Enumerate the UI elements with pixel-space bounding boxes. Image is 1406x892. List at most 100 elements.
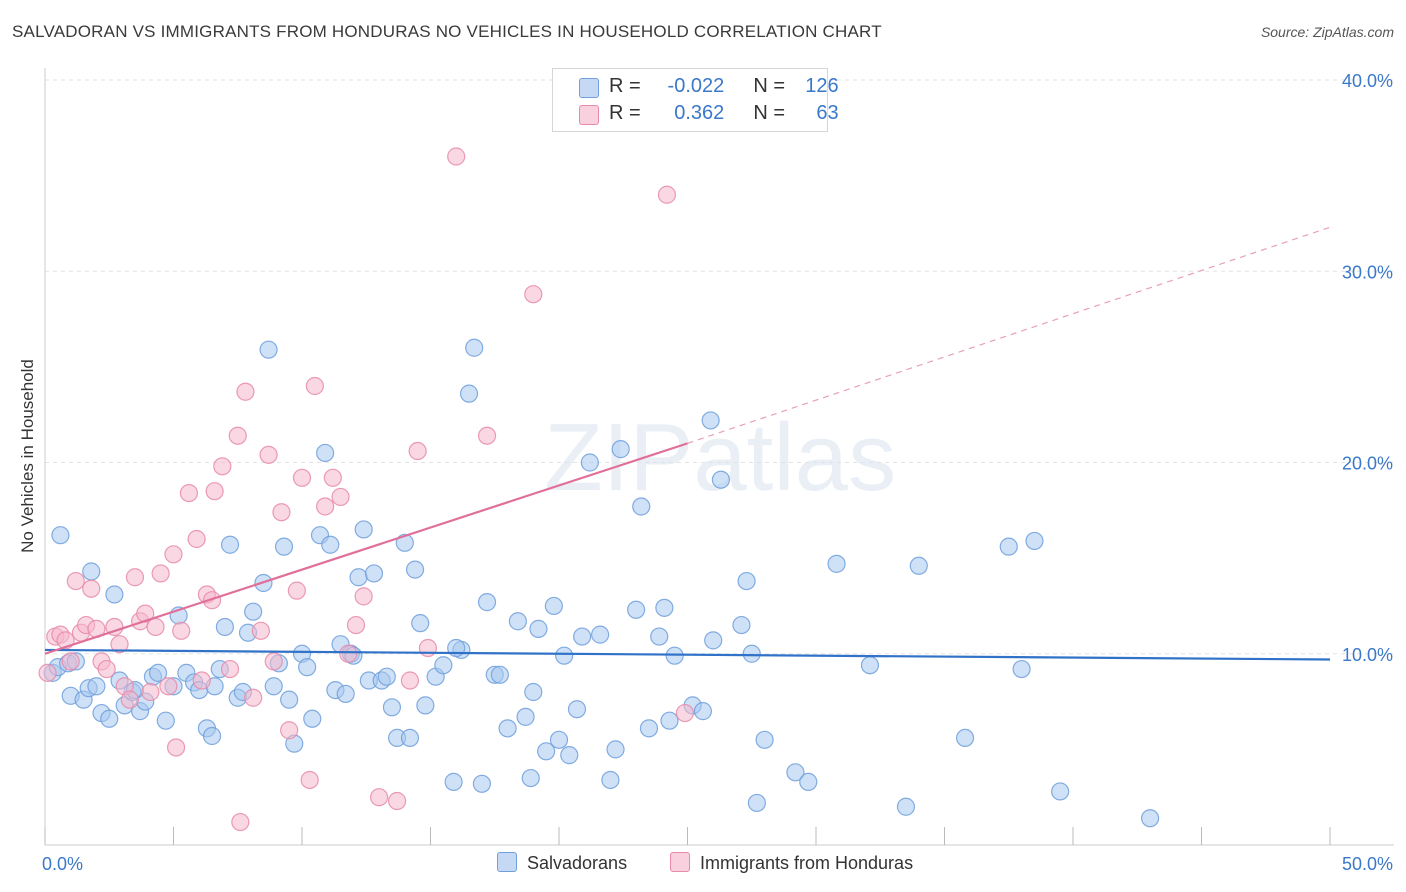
- salvadoran-point: [395, 533, 414, 552]
- r-value: 0.362: [674, 102, 725, 124]
- salvadoran-point: [711, 470, 731, 489]
- y-axis-label: No Vehicles in Household: [18, 359, 37, 553]
- salvadoran-point: [259, 340, 278, 359]
- salvadoran-point: [650, 627, 669, 646]
- honduras-point: [370, 788, 389, 807]
- honduras-point: [323, 468, 342, 487]
- legend-label-salvadorans: Salvadorans: [527, 853, 628, 873]
- salvadoran-point: [860, 656, 880, 675]
- salvadoran-point: [490, 665, 509, 684]
- x-tick-label: 0.0%: [42, 854, 83, 874]
- honduras-point: [264, 652, 283, 671]
- honduras-point: [524, 285, 543, 304]
- honduras-point: [251, 621, 270, 640]
- salvadoran-point: [87, 677, 106, 696]
- y-tick-label: 10.0%: [1342, 645, 1393, 665]
- honduras-point: [192, 671, 211, 690]
- salvadoran-point: [434, 656, 453, 675]
- salvadoran-point: [274, 537, 294, 556]
- honduras-point: [82, 579, 101, 598]
- salvadoran-point: [544, 596, 563, 616]
- trend-lines: [44, 226, 1331, 661]
- honduras-point: [354, 587, 373, 606]
- y-tick-label: 30.0%: [1342, 262, 1393, 282]
- salvadoran-point: [1051, 782, 1070, 801]
- salvadoran-point: [264, 677, 283, 696]
- axes: [44, 68, 1394, 846]
- salvadoran-point: [560, 746, 579, 765]
- salvadoran-point: [82, 562, 101, 581]
- honduras-point: [657, 185, 677, 204]
- honduras-point: [146, 617, 165, 637]
- legend-label-honduras: Immigrants from Honduras: [700, 853, 914, 873]
- salvadoran-point: [516, 707, 535, 726]
- honduras-point: [259, 445, 278, 464]
- salvadoran-point: [537, 742, 556, 761]
- honduras-point: [38, 663, 57, 682]
- salvadoran-point: [549, 730, 569, 749]
- salvadoran-point: [747, 793, 766, 813]
- salvadoran-point: [316, 443, 335, 463]
- honduras-point: [151, 564, 170, 583]
- salvadoran-point: [693, 702, 713, 721]
- data-points: [38, 147, 1160, 832]
- honduras-trend-extension: [687, 226, 1331, 444]
- honduras-point: [418, 638, 438, 658]
- salvadoran-point: [472, 774, 491, 793]
- grid-lines: [45, 79, 1394, 655]
- honduras-point: [339, 644, 358, 663]
- n-label: N =: [753, 102, 786, 124]
- honduras-point: [387, 791, 407, 811]
- x-tick-label: 50.0%: [1342, 854, 1393, 874]
- honduras-point: [408, 441, 427, 461]
- stats-legend: R = -0.022 N = 126 R = 0.362 N = 63: [552, 68, 839, 132]
- watermark: ZIPatlas: [544, 404, 896, 511]
- salvadoran-point: [100, 709, 119, 728]
- salvadoran-point: [999, 537, 1018, 556]
- honduras-point: [179, 484, 199, 503]
- salvadoran-trend-line: [44, 648, 1331, 661]
- salvadoran-point: [555, 646, 574, 665]
- salvadoran-point: [465, 338, 484, 357]
- legend-swatch-honduras: [670, 852, 690, 872]
- honduras-point: [244, 688, 263, 707]
- salvadoran-point: [567, 700, 587, 719]
- honduras-point: [187, 529, 206, 549]
- honduras-point: [346, 615, 366, 635]
- honduras-point: [141, 682, 160, 702]
- r-value: -0.022: [667, 75, 725, 97]
- chart-title: SALVADORAN VS IMMIGRANTS FROM HONDURAS N…: [12, 22, 882, 41]
- honduras-point: [316, 497, 335, 516]
- salvadoran-point: [732, 615, 751, 635]
- honduras-point: [220, 659, 240, 679]
- source-label: Source: ZipAtlas.com: [1260, 24, 1394, 40]
- salvadoran-point: [416, 696, 435, 715]
- n-label: N =: [753, 75, 786, 97]
- salvadoran-point: [156, 711, 175, 730]
- legend-item-honduras: Immigrants from Honduras: [670, 852, 913, 874]
- n-value: 63: [816, 102, 839, 124]
- honduras-point: [400, 671, 420, 690]
- legend-swatch-salvadorans: [579, 78, 599, 98]
- tick-labels: 10.0% 20.0% 30.0% 40.0% 0.0% 50.0%: [42, 71, 1393, 874]
- honduras-point: [331, 487, 350, 507]
- salvadoran-point: [400, 728, 420, 748]
- salvadoran-point: [1025, 531, 1044, 551]
- honduras-point: [300, 770, 319, 790]
- salvadoran-point: [508, 612, 527, 631]
- salvadoran-point: [529, 619, 548, 638]
- n-value: 126: [805, 75, 839, 97]
- salvadoran-point: [601, 770, 620, 790]
- salvadoran-point: [632, 497, 651, 516]
- honduras-point: [66, 571, 85, 591]
- honduras-point: [447, 147, 466, 166]
- salvadoran-point: [524, 682, 543, 702]
- salvadoran-point: [321, 535, 340, 554]
- y-tick-label: 40.0%: [1342, 71, 1393, 91]
- honduras-point: [272, 503, 291, 522]
- salvadoran-point: [655, 598, 674, 617]
- honduras-point: [164, 545, 183, 564]
- salvadoran-point: [1140, 809, 1160, 828]
- honduras-point: [280, 721, 299, 740]
